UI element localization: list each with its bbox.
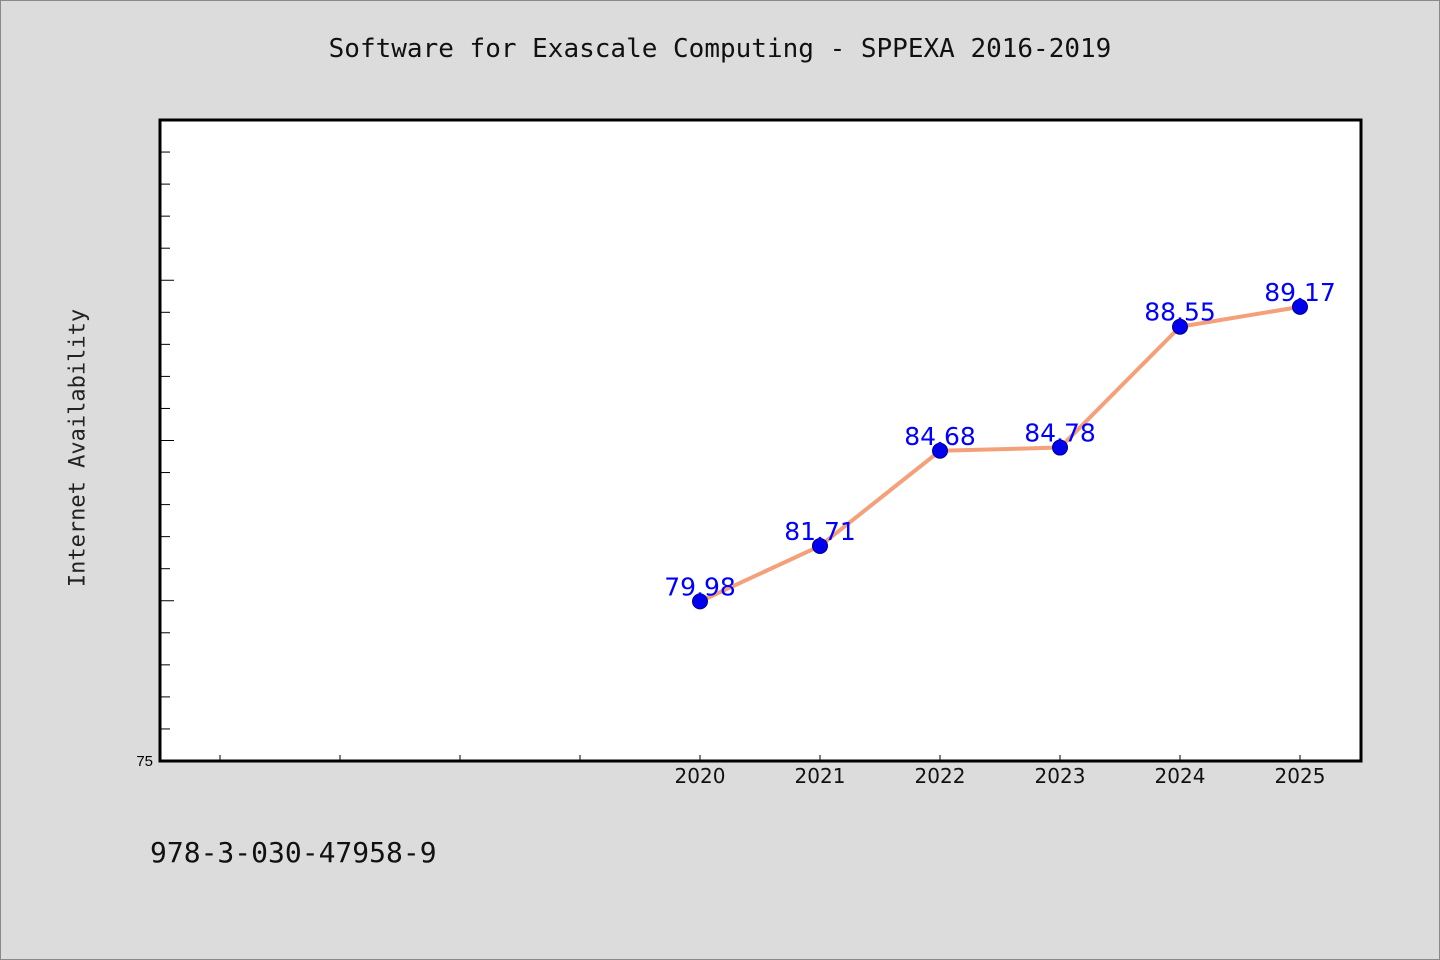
footer-code: 978-3-030-47958-9 [150, 836, 437, 869]
x-tick-label: 2022 [915, 764, 966, 788]
x-tick-label: 2020 [675, 764, 726, 788]
data-point [1292, 298, 1308, 315]
data-label: 81.71 [784, 517, 856, 546]
series-labels: 79.98 81.71 84.68 84.78 88.55 89.17 [664, 278, 1336, 602]
chart-title: Software for Exascale Computing - SPPEXA… [328, 34, 1112, 64]
series-lines [698, 304, 1302, 604]
x-tick-label: 2023 [1035, 764, 1086, 788]
data-point [692, 593, 708, 610]
series-line [698, 304, 1302, 604]
x-tick-label: 2021 [795, 764, 846, 788]
data-point [1172, 318, 1188, 335]
x-axis-ticks: 2020 2021 2022 2023 2024 2025 [219, 755, 1326, 788]
data-label: 88.55 [1144, 298, 1216, 327]
data-label: 84.68 [904, 422, 976, 451]
data-label: 89.17 [1264, 278, 1336, 307]
x-tick-label: 2024 [1155, 764, 1206, 788]
data-point [932, 442, 948, 459]
plot-area [158, 118, 1363, 763]
data-point [812, 537, 828, 554]
data-point [1052, 439, 1068, 456]
x-tick-label: 2025 [1275, 764, 1326, 788]
series-points [692, 298, 1308, 610]
data-label: 79.98 [664, 572, 736, 601]
data-label: 84.78 [1024, 419, 1096, 448]
y-axis-ticks: 75 [136, 151, 174, 770]
y-tick-label: 75 [136, 753, 153, 770]
